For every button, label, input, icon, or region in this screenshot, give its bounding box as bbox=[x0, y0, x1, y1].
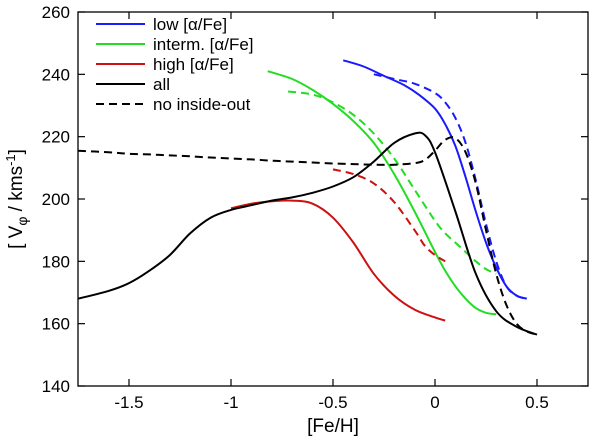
y-tick-label: 240 bbox=[42, 65, 70, 84]
series-line-low-no-inside-out bbox=[373, 73, 528, 300]
legend: low [α/Fe]interm. [α/Fe]high [α/Fe]allno… bbox=[96, 15, 254, 114]
series-line-all-no-inside-out bbox=[78, 136, 538, 336]
ticks-layer: -1.5 -1 -0.5 0 0.5 140 160 180 200 220 240 260 bbox=[42, 3, 588, 412]
y-tick-label: 140 bbox=[42, 377, 70, 396]
series-line-interm bbox=[267, 70, 497, 316]
x-tick-label: 0 bbox=[430, 393, 439, 412]
y-axis-label: [ Vφ / kms-1] bbox=[3, 149, 30, 249]
x-tick-label: -0.5 bbox=[318, 393, 347, 412]
x-axis-label: [Fe/H] bbox=[307, 416, 359, 437]
legend-label: no inside-out bbox=[153, 95, 251, 114]
legend-label: interm. [α/Fe] bbox=[153, 35, 254, 54]
series-line-low bbox=[342, 59, 528, 300]
series-line-all bbox=[78, 131, 538, 336]
series-line-high bbox=[230, 199, 446, 322]
y-axis-label-sup: -1 bbox=[3, 154, 18, 166]
legend-label: low [α/Fe] bbox=[153, 15, 227, 34]
y-tick-label: 200 bbox=[42, 190, 70, 209]
y-tick-label: 180 bbox=[42, 252, 70, 271]
legend-label: high [α/Fe] bbox=[153, 55, 234, 74]
y-axis-label-unit: / kms bbox=[6, 166, 27, 217]
y-axis-label-main: V bbox=[6, 225, 27, 238]
y-tick-label: 160 bbox=[42, 315, 70, 334]
series-line-interm-no-inside-out bbox=[287, 90, 497, 275]
series-layer bbox=[78, 59, 538, 336]
legend-label: all bbox=[153, 75, 170, 94]
x-tick-label: -1 bbox=[223, 393, 238, 412]
y-axis-label-sub: φ bbox=[14, 217, 30, 226]
x-tick-label: 0.5 bbox=[525, 393, 549, 412]
y-tick-label: 220 bbox=[42, 128, 70, 147]
y-tick-label: 260 bbox=[42, 3, 70, 22]
x-tick-label: -1.5 bbox=[114, 393, 143, 412]
series-line-high-no-inside-out bbox=[332, 168, 446, 263]
